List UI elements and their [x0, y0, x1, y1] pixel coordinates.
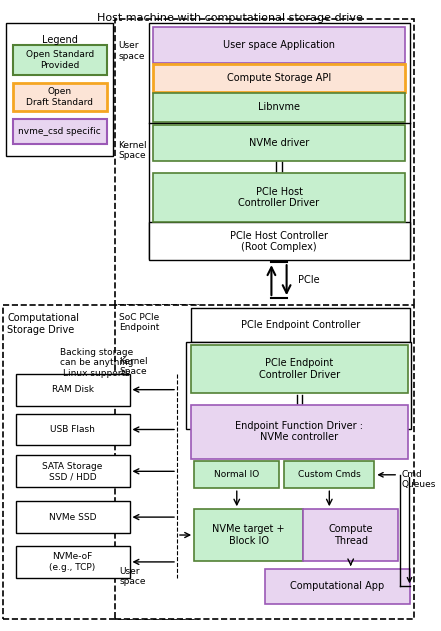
Text: Legend: Legend [42, 35, 78, 45]
Bar [115, 20, 414, 306]
Text: PCIe Endpoint Controller: PCIe Endpoint Controller [241, 320, 360, 330]
Text: Computational
Storage Drive: Computational Storage Drive [7, 313, 79, 334]
Text: Host machine with computational storage drive: Host machine with computational storage … [97, 13, 363, 23]
Text: Normal IO: Normal IO [214, 470, 259, 480]
Text: Compute Storage API: Compute Storage API [227, 73, 331, 83]
Bar [15, 501, 130, 533]
Text: Endpoint Function Driver :
NVMe controller: Endpoint Function Driver : NVMe controll… [235, 421, 363, 442]
Text: RAM Disk: RAM Disk [52, 385, 93, 394]
Bar [194, 509, 303, 561]
Text: NVMe-oF
(e.g., TCP): NVMe-oF (e.g., TCP) [49, 552, 96, 572]
Bar [153, 64, 405, 92]
Bar [115, 305, 414, 618]
Text: SATA Storage
SSD / HDD: SATA Storage SSD / HDD [42, 462, 103, 481]
Bar [303, 509, 398, 561]
Text: Backing storage
can be anything
Linux supports: Backing storage can be anything Linux su… [60, 348, 133, 378]
Text: Cmd
Queues: Cmd Queues [402, 469, 436, 489]
Text: Open
Draft Standard: Open Draft Standard [26, 87, 93, 107]
Text: User
space: User space [119, 567, 146, 586]
Bar [6, 23, 113, 156]
Bar [15, 413, 130, 445]
Text: Computational App: Computational App [290, 581, 385, 591]
Text: SoC PCIe
Endpoint: SoC PCIe Endpoint [119, 313, 160, 333]
Text: PCIe Host
Controller Driver: PCIe Host Controller Driver [239, 187, 320, 208]
Bar [265, 569, 410, 604]
Text: Open Standard
Provided: Open Standard Provided [26, 50, 94, 70]
Text: nvme_csd specific: nvme_csd specific [19, 127, 101, 136]
Text: NVMe SSD: NVMe SSD [49, 512, 96, 522]
Bar [194, 461, 280, 488]
Bar [3, 305, 198, 618]
Text: PCIe Host Controller
(Root Complex): PCIe Host Controller (Root Complex) [230, 230, 328, 252]
Text: Kernel
Space: Kernel Space [118, 141, 147, 160]
Text: NVMe driver: NVMe driver [249, 138, 309, 148]
Text: NVMe target +
Block IO: NVMe target + Block IO [213, 524, 285, 546]
Bar [191, 308, 410, 342]
Text: USB Flash: USB Flash [50, 425, 95, 434]
Text: Compute
Thread: Compute Thread [329, 524, 373, 546]
Bar [153, 93, 405, 122]
Text: Kernel
Space: Kernel Space [119, 357, 148, 376]
Text: User space Application: User space Application [223, 40, 335, 50]
Bar [15, 374, 130, 406]
Bar [153, 27, 405, 63]
Bar [15, 546, 130, 578]
Text: PCIe: PCIe [298, 275, 320, 285]
Bar [187, 342, 411, 430]
Bar [284, 461, 374, 488]
Bar [13, 119, 107, 144]
Bar [191, 404, 407, 459]
Bar [191, 345, 407, 392]
Bar [15, 456, 130, 487]
Text: User
space: User space [118, 41, 145, 61]
Bar [153, 173, 405, 222]
Text: Libnvme: Libnvme [258, 102, 300, 112]
Bar [13, 45, 107, 75]
Bar [153, 125, 405, 161]
Bar [149, 222, 410, 260]
Text: Custom Cmds: Custom Cmds [298, 470, 361, 480]
Text: PCIe Endpoint
Controller Driver: PCIe Endpoint Controller Driver [259, 358, 340, 380]
Bar [13, 83, 107, 111]
Bar [149, 23, 410, 259]
